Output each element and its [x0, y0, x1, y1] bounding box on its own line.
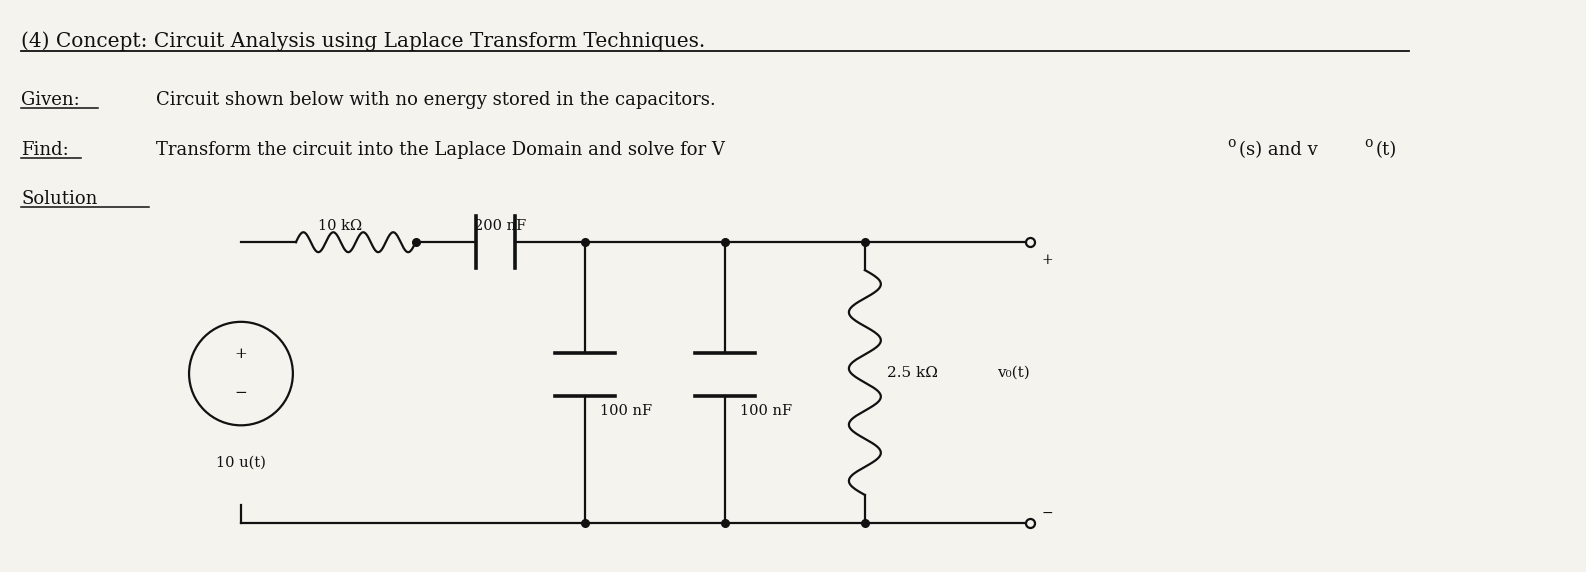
Text: 200 nF: 200 nF: [474, 219, 527, 233]
Text: (s) and v: (s) and v: [1239, 141, 1318, 158]
Text: Transform the circuit into the Laplace Domain and solve for V: Transform the circuit into the Laplace D…: [155, 141, 725, 158]
Text: (t): (t): [1377, 141, 1397, 158]
Text: o: o: [1364, 136, 1372, 150]
Text: Solution: Solution: [21, 190, 98, 208]
Text: (4) Concept: Circuit Analysis using Laplace Transform Techniques.: (4) Concept: Circuit Analysis using Lapl…: [21, 31, 706, 51]
Text: 10 u(t): 10 u(t): [216, 455, 266, 469]
Text: Find:: Find:: [21, 141, 70, 158]
Text: o: o: [1228, 136, 1235, 150]
Text: +: +: [235, 347, 247, 361]
Text: v₀(t): v₀(t): [996, 366, 1029, 380]
Text: 10 kΩ: 10 kΩ: [317, 219, 362, 233]
Text: −: −: [1042, 506, 1053, 520]
Text: Given:: Given:: [21, 91, 81, 109]
Text: +: +: [1042, 253, 1053, 267]
Text: −: −: [235, 387, 247, 400]
Text: 2.5 kΩ: 2.5 kΩ: [887, 366, 937, 380]
Text: Circuit shown below with no energy stored in the capacitors.: Circuit shown below with no energy store…: [155, 91, 715, 109]
Text: 100 nF: 100 nF: [741, 404, 793, 419]
Text: 100 nF: 100 nF: [601, 404, 652, 419]
